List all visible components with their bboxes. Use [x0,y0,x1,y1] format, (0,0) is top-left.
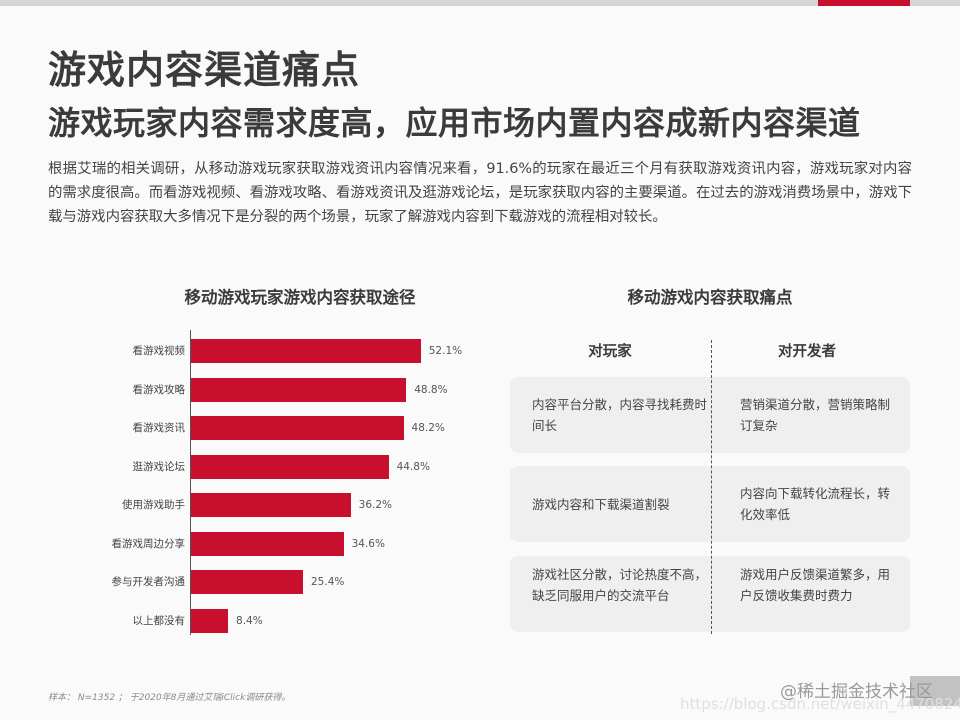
bar-value-label: 25.4% [311,576,345,588]
pain-point-developers: 营销渠道分散，营销策略制订复杂 [740,397,891,433]
bar [191,454,389,479]
bar-category-label: 看游戏视频 [132,345,186,357]
bar-row: 参与开发者沟通 25.4% [0,570,480,594]
bar [191,570,303,594]
bar-value-label: 44.8% [396,460,430,473]
bar-row: 看游戏资讯 48.2% [0,416,480,440]
page-subtitle: 游戏玩家内容需求度高，应用市场内置内容成新内容渠道 [48,104,861,142]
bar [191,531,344,556]
pain-point-row: 游戏社区分散，讨论热度不高，缺乏同服用户的交流平台 游戏用户反馈渠道繁多，用户反… [510,556,910,632]
bar-row: 看游戏视频 52.1% [0,339,480,363]
bar [191,493,351,517]
bar-category-label: 逛游戏论坛 [132,460,186,473]
pain-point-players: 内容平台分散，内容寻找耗费时间长 [532,397,708,433]
intro-paragraph: 根据艾瑞的相关调研，从移动游戏玩家获取游戏资讯内容情况来看，91.6%的玩家在最… [48,161,912,225]
top-strip [0,0,960,6]
pain-point-developers: 内容向下载转化流程长，转化效率低 [740,486,891,522]
column-divider [711,340,712,634]
pain-point-developers: 游戏用户反馈渠道繁多，用户反馈收集费时费力 [740,567,891,603]
pain-point-players: 游戏内容和下载渠道割裂 [532,496,670,512]
page-title: 游戏内容渠道痛点 [48,48,361,92]
bar-value-label: 48.8% [414,383,448,396]
bar [191,339,421,363]
bar-value-label: 52.1% [428,345,463,357]
bar-category-label: 看游戏攻略 [132,383,186,396]
top-accent-bar [818,0,910,6]
column-header-developers: 对开发者 [778,344,836,360]
bar [191,377,407,402]
pain-points-title: 移动游戏内容获取痛点 [627,288,793,307]
pain-point-row: 游戏内容和下载渠道割裂 内容向下载转化流程长，转化效率低 [510,466,910,542]
bar-row: 看游戏攻略 48.8% [0,377,480,402]
watermark-box [910,676,960,706]
bar-row: 逛游戏论坛 44.8% [0,454,480,479]
sample-footnote: 样本： N=1352 ； 于2020年8月通过艾瑞iClick调研获得。 [48,693,291,703]
column-header-players: 对玩家 [588,344,632,360]
watermark-text: @稀土掘金技术社区 [780,682,933,702]
pain-point-row: 内容平台分散，内容寻找耗费时间长 营销渠道分散，营销策略制订复杂 [510,377,910,453]
bar-value-label: 36.2% [358,499,392,511]
pain-point-players: 游戏社区分散，讨论热度不高，缺乏同服用户的交流平台 [532,567,708,603]
bar-category-label: 使用游戏助手 [122,499,185,511]
watermark-url: https://blog.csdn.net/weixin_44708240 [680,695,960,713]
bar [191,608,229,633]
bar [191,416,404,440]
bar-category-label: 看游戏周边分享 [111,537,186,550]
bar-row: 看游戏周边分享 34.6% [0,531,480,556]
bar-category-label: 看游戏资讯 [132,422,186,434]
bar-row: 使用游戏助手 36.2% [0,493,480,517]
bar-value-label: 8.4% [236,614,263,627]
bar-category-label: 以上都没有 [132,614,186,627]
bar-category-label: 参与开发者沟通 [111,576,186,588]
bar-chart-title: 移动游戏玩家游戏内容获取途径 [184,288,416,307]
chart-y-axis [190,330,191,635]
bar-value-label: 48.2% [411,422,445,434]
bar-row: 以上都没有 8.4% [0,608,480,633]
bar-value-label: 34.6% [351,537,385,550]
